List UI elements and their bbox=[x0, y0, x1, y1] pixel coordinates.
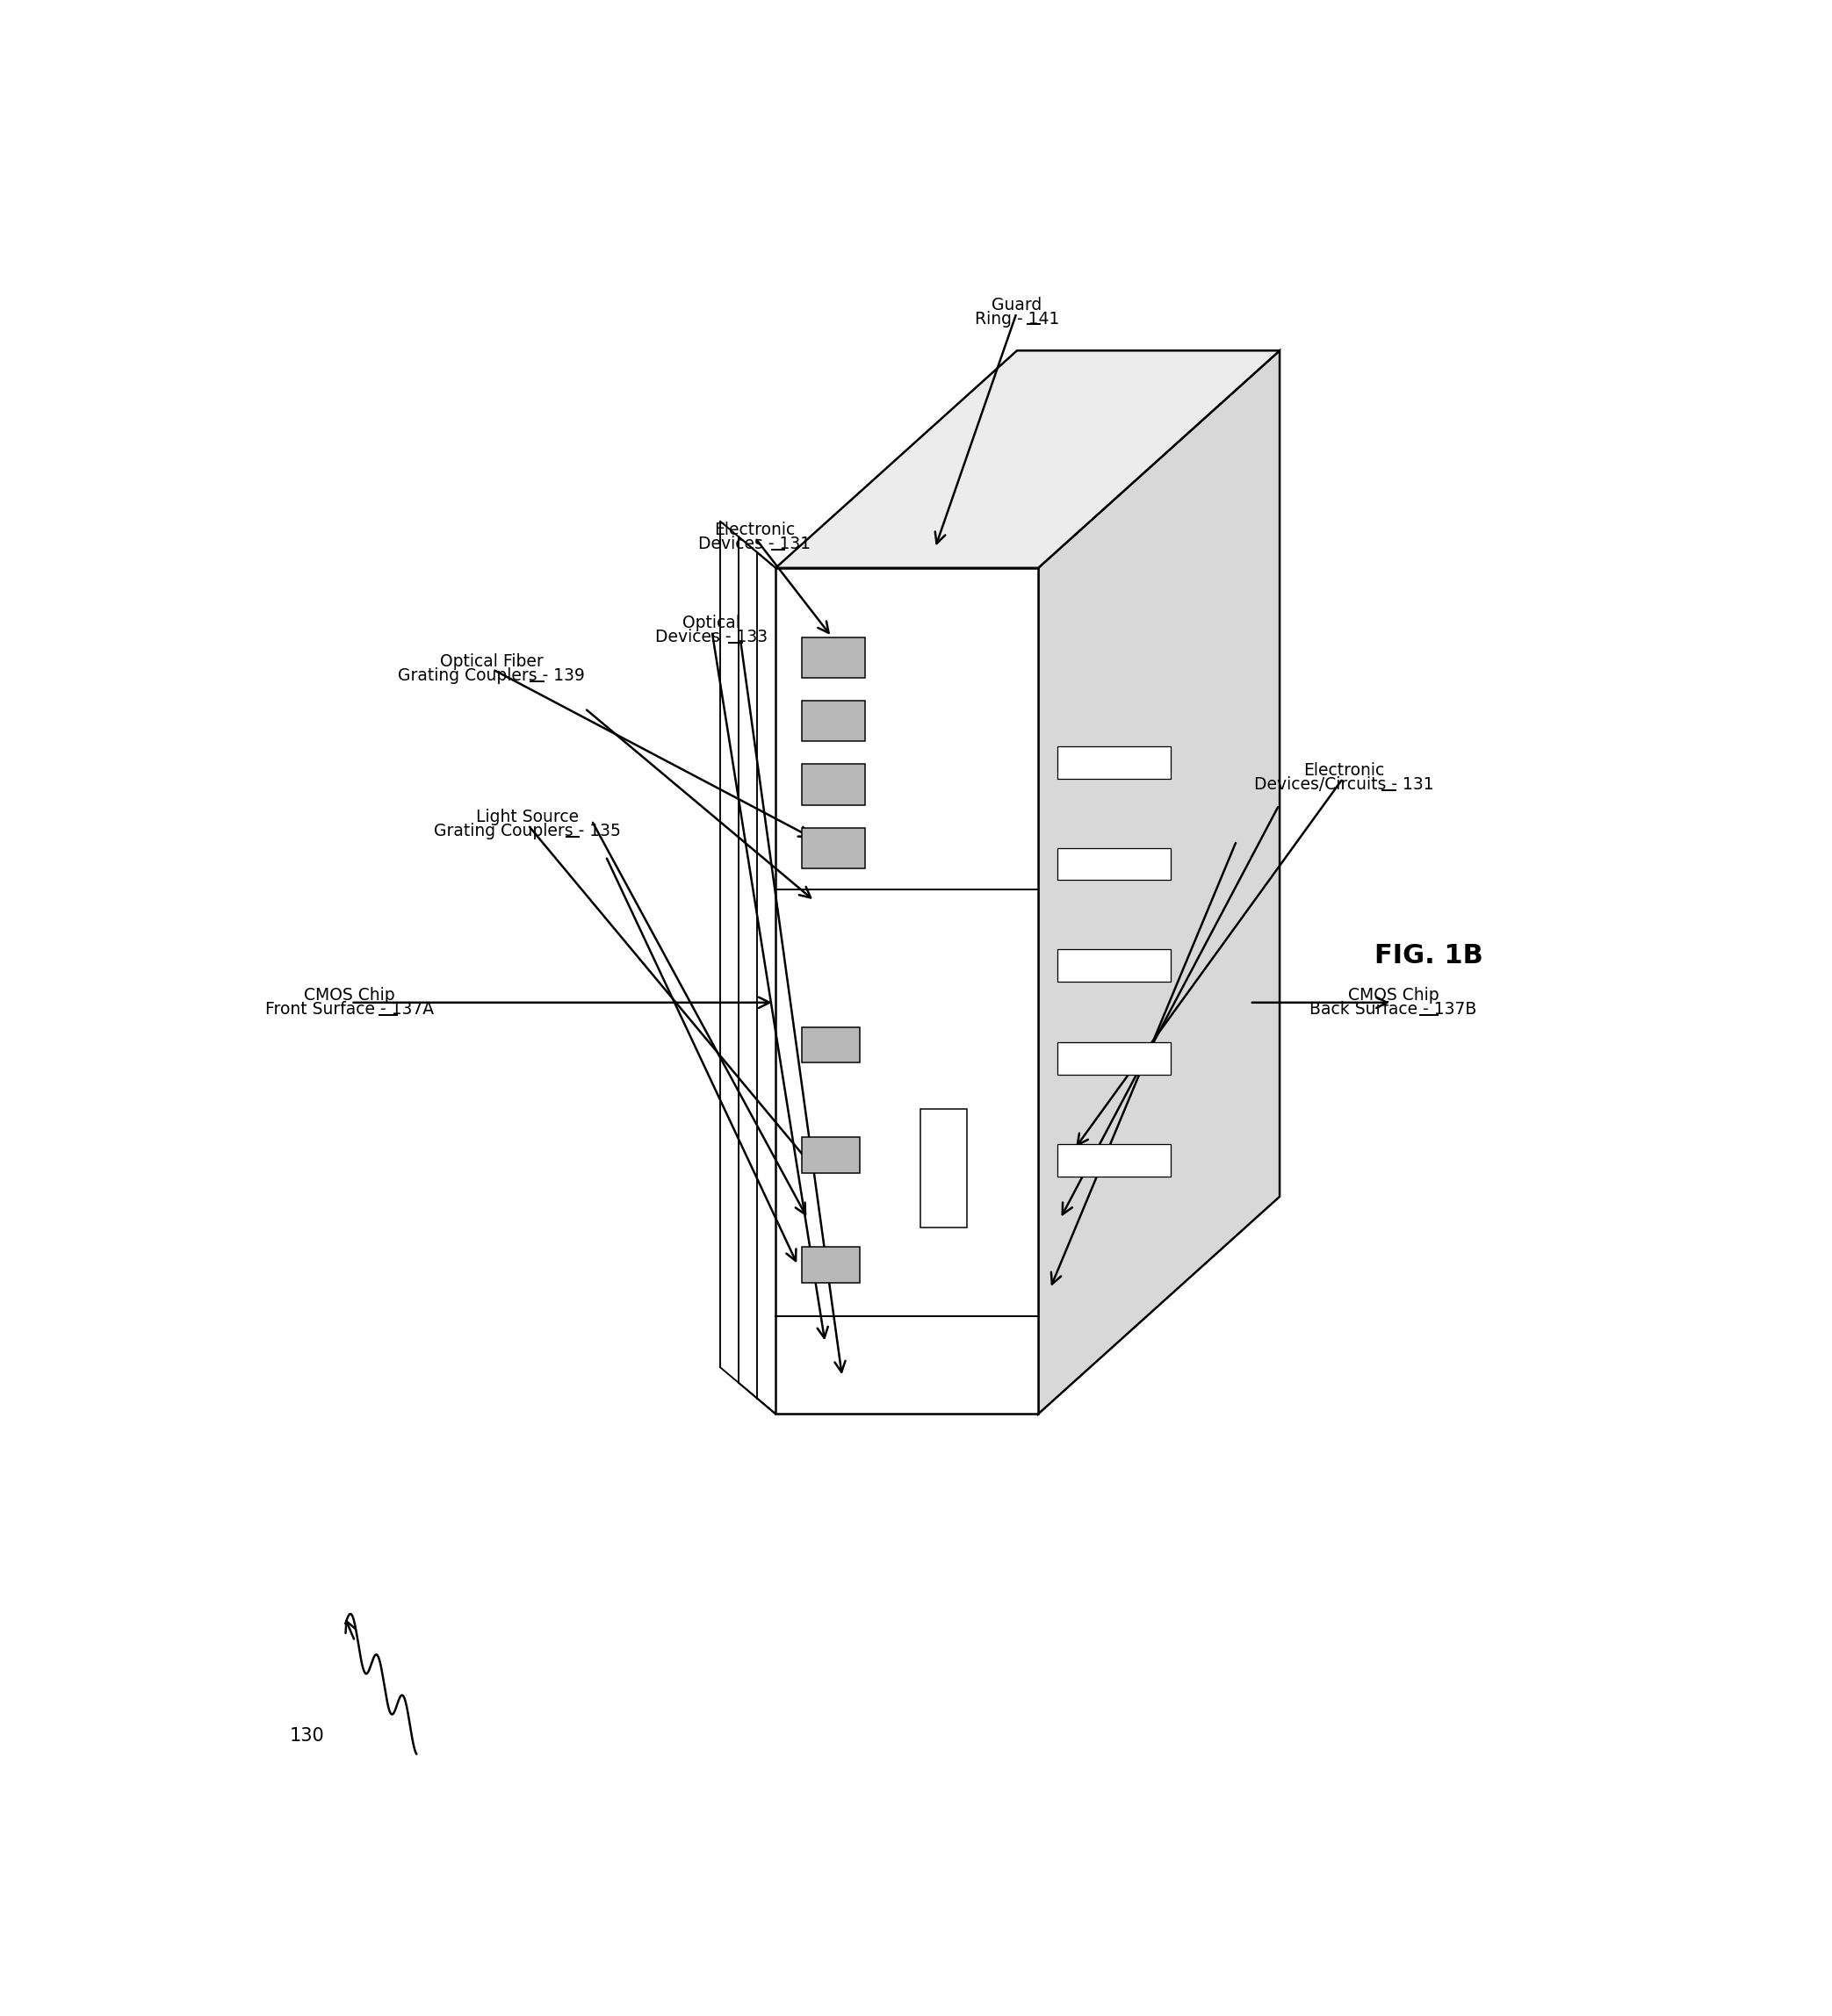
Polygon shape bbox=[775, 351, 1279, 569]
Text: CMOS Chip: CMOS Chip bbox=[1348, 988, 1438, 1004]
Bar bbox=[802, 1248, 859, 1282]
Text: Electronic: Electronic bbox=[1303, 762, 1383, 778]
Bar bbox=[802, 702, 865, 742]
Bar bbox=[1057, 950, 1171, 982]
Bar bbox=[1057, 849, 1171, 881]
Bar bbox=[802, 829, 865, 869]
Text: 130: 130 bbox=[289, 1728, 324, 1744]
Text: Optical: Optical bbox=[683, 615, 740, 631]
Text: Electronic: Electronic bbox=[714, 522, 795, 538]
Text: CMOS Chip: CMOS Chip bbox=[304, 988, 396, 1004]
Bar bbox=[920, 1109, 967, 1228]
Text: Optical Fiber: Optical Fiber bbox=[440, 653, 544, 669]
Text: Ring - 141: Ring - 141 bbox=[975, 310, 1059, 327]
Text: Devices - 131: Devices - 131 bbox=[698, 536, 810, 552]
Text: Back Surface - 137B: Back Surface - 137B bbox=[1310, 1002, 1477, 1018]
Bar bbox=[802, 1028, 859, 1062]
Text: Front Surface - 137A: Front Surface - 137A bbox=[266, 1002, 434, 1018]
Bar bbox=[1057, 1042, 1171, 1075]
Text: FIG. 1B: FIG. 1B bbox=[1374, 943, 1484, 970]
Bar bbox=[802, 1137, 859, 1173]
Text: Grating Couplers - 139: Grating Couplers - 139 bbox=[398, 667, 584, 683]
Bar bbox=[802, 764, 865, 804]
Bar bbox=[1057, 746, 1171, 778]
Text: Guard: Guard bbox=[991, 296, 1042, 312]
Text: Grating Couplers - 135: Grating Couplers - 135 bbox=[434, 823, 621, 839]
Text: Light Source: Light Source bbox=[476, 808, 579, 825]
Bar bbox=[1057, 1143, 1171, 1175]
Polygon shape bbox=[775, 569, 1039, 1413]
Bar bbox=[802, 637, 865, 677]
Text: Devices/Circuits - 131: Devices/Circuits - 131 bbox=[1253, 776, 1433, 792]
Text: Devices - 133: Devices - 133 bbox=[656, 629, 768, 645]
Polygon shape bbox=[1039, 351, 1279, 1413]
